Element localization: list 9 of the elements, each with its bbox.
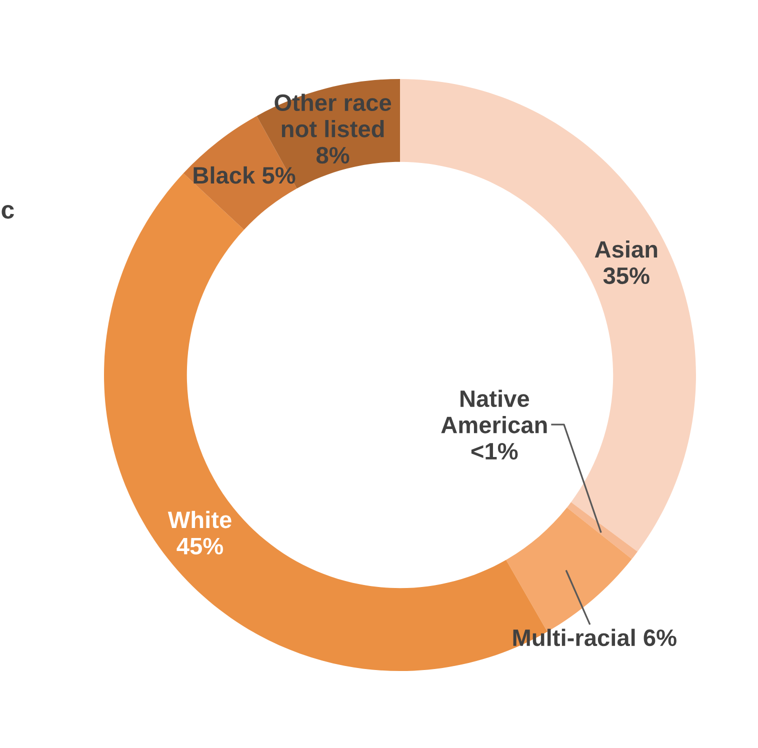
text: c [2,205,14,219]
data-label: <1% [471,442,518,460]
data-label: 45% [176,538,224,554]
slice-label: White [168,510,232,528]
slice-label: Asian [594,240,658,258]
slice-label: Native American [441,390,547,434]
data-label: 8% [316,146,350,164]
data-label: 35% [603,267,650,284]
slice-label: Black 5% [194,166,296,184]
